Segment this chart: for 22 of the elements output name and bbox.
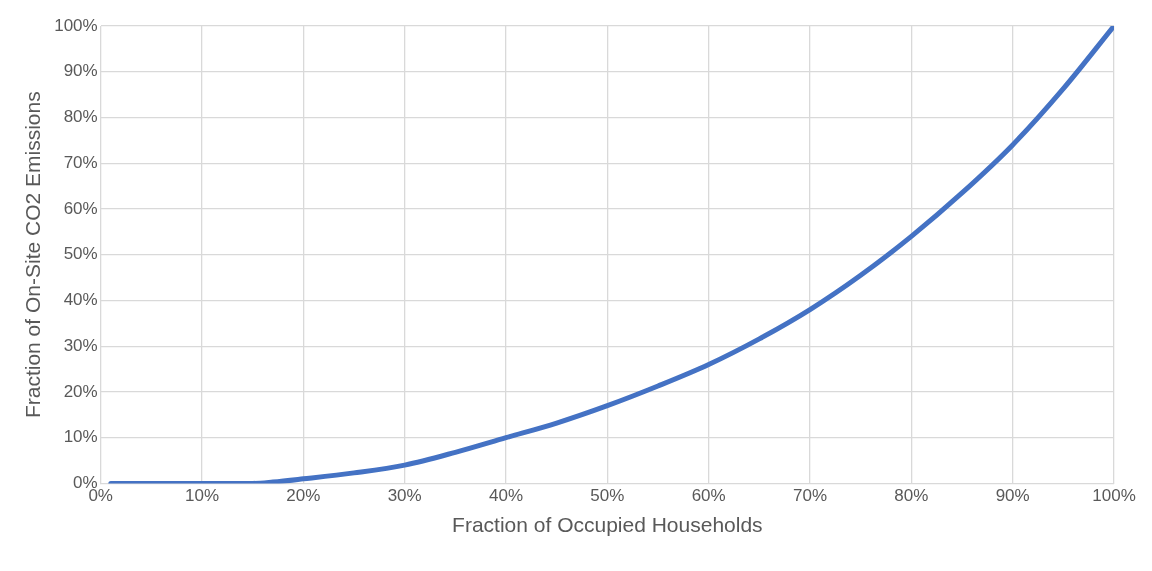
y-tick-label: 40%: [63, 290, 98, 310]
y-axis-title: Fraction of On-Site CO2 Emissions: [21, 91, 45, 419]
y-tick-label: 30%: [63, 335, 98, 355]
x-tick-label: 70%: [792, 486, 828, 506]
y-tick-label: 80%: [63, 107, 98, 127]
y-tick-label: 70%: [63, 152, 98, 172]
x-tick-label: 20%: [286, 486, 321, 506]
y-tick-label: 10%: [63, 427, 98, 447]
x-tick-label: 80%: [894, 486, 929, 506]
x-tick-label: 40%: [488, 486, 524, 506]
x-tick-label: 10%: [185, 486, 220, 506]
x-tick-label: 100%: [1092, 486, 1136, 506]
y-tick-label: 50%: [63, 244, 98, 264]
y-tick-label: 100%: [54, 15, 98, 35]
y-tick-label: 90%: [63, 61, 98, 81]
x-tick-label: 30%: [387, 486, 422, 506]
x-axis-title: Fraction of Occupied Households: [452, 513, 763, 537]
y-tick-label: 20%: [63, 381, 98, 401]
x-tick-label: 50%: [590, 486, 625, 506]
y-tick-label: 60%: [63, 198, 98, 218]
x-tick-label: 60%: [691, 486, 726, 506]
x-tick-label: 90%: [995, 486, 1030, 506]
